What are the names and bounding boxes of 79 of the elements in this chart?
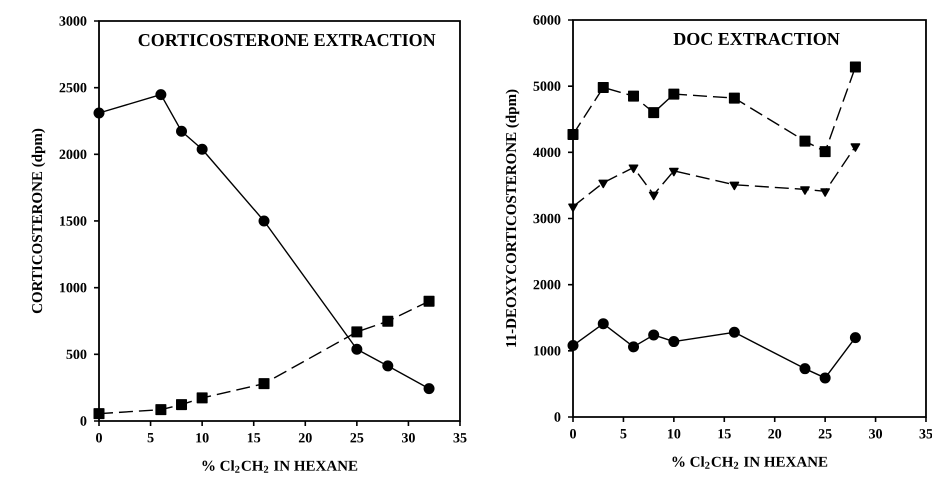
x-tick-label: 0 — [570, 429, 576, 438]
point — [94, 107, 105, 118]
x-tick-label: 20 — [298, 433, 312, 442]
point — [155, 89, 166, 100]
y-tick-label: 5000 — [534, 81, 560, 91]
y-tick-label: 2000 — [534, 280, 560, 290]
y-axis-title: 11-DEOXYCORTICOSTERONE (dpm) — [506, 90, 520, 347]
point — [568, 128, 579, 140]
point — [196, 392, 208, 404]
y-tick-label: 3000 — [59, 16, 86, 26]
point — [730, 182, 740, 190]
x-tick-label: 10 — [196, 433, 209, 442]
point — [94, 408, 105, 420]
point — [258, 215, 270, 226]
point — [598, 82, 609, 93]
y-tick-label: 3000 — [533, 214, 560, 224]
point — [382, 316, 394, 327]
point — [628, 341, 640, 352]
x-tick-label: 15 — [248, 433, 260, 442]
point — [598, 180, 608, 188]
point — [850, 332, 861, 344]
point — [800, 186, 810, 195]
point — [258, 378, 270, 390]
point — [424, 383, 435, 394]
y-tick-label: 500 — [66, 350, 86, 360]
y-tick-label: 6000 — [533, 15, 560, 25]
point — [598, 318, 609, 330]
point — [799, 363, 810, 374]
point — [820, 188, 830, 197]
point — [382, 360, 394, 372]
point — [669, 168, 679, 176]
point — [728, 326, 740, 338]
y-tick-label: 2500 — [60, 82, 86, 92]
x-tick-label: 30 — [402, 433, 415, 442]
point — [668, 336, 680, 348]
point — [820, 372, 831, 384]
y-tick-label: 1000 — [60, 282, 86, 292]
point — [850, 143, 860, 152]
y-tick-label: 1500 — [60, 216, 86, 226]
point — [648, 192, 659, 200]
point — [648, 329, 660, 340]
x-tick-label: 5 — [148, 433, 154, 442]
text: DOC EXTRACTION — [674, 32, 840, 46]
point — [668, 88, 680, 100]
y-tick-label: 0 — [554, 412, 560, 422]
point — [424, 296, 435, 307]
point — [155, 404, 166, 416]
y-tick-label: 2000 — [60, 150, 86, 160]
point — [728, 92, 740, 104]
x-tick-label: 35 — [454, 433, 466, 442]
point — [568, 203, 578, 212]
point — [176, 126, 188, 137]
x-axis-title: % Cl$_{2}$CH$_{2}$ IN HEXANE — [202, 460, 358, 473]
point — [196, 144, 208, 155]
point — [351, 344, 362, 355]
y-tick-label: 1000 — [534, 346, 560, 356]
point — [628, 90, 640, 102]
x-tick-label: 20 — [768, 429, 782, 438]
text: CORTICOSTERONE EXTRACTION — [138, 34, 436, 46]
x-axis-title: % Cl$_{2}$CH$_{2}$ IN HEXANE — [672, 456, 828, 469]
y-axis-title: CORTICOSTERONE (dpm) — [32, 128, 46, 314]
x-tick-label: 25 — [350, 433, 364, 442]
x-tick-label: 10 — [668, 429, 680, 438]
point — [568, 340, 579, 352]
point — [351, 326, 362, 338]
x-tick-label: 5 — [620, 429, 626, 438]
point — [628, 164, 638, 174]
x-tick-label: 15 — [718, 429, 731, 438]
point — [648, 107, 660, 118]
y-tick-label: 4000 — [533, 148, 560, 158]
x-tick-label: 25 — [818, 429, 832, 438]
x-tick-label: 0 — [96, 433, 102, 442]
point — [820, 146, 831, 158]
point — [850, 61, 861, 72]
x-tick-label: 30 — [869, 429, 882, 438]
point — [799, 136, 810, 147]
y-tick-label: 0 — [80, 416, 86, 426]
point — [176, 399, 188, 410]
x-tick-label: 35 — [920, 429, 932, 438]
